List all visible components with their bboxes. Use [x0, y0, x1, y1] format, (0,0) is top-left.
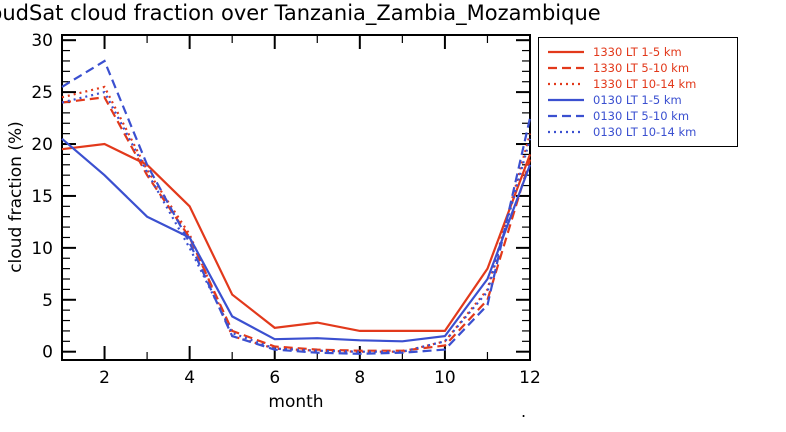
y-tick-label: 10 [31, 239, 53, 259]
legend: 1330 LT 1-5 km 1330 LT 5-10 km 1330 LT 10-… [538, 37, 738, 147]
x-axis-label: month [268, 392, 324, 412]
y-tick-label: 0 [42, 343, 53, 363]
legend-line-sample [548, 66, 584, 70]
legend-line-sample [548, 130, 584, 134]
y-tick-label: 25 [31, 83, 53, 103]
legend-item: 0130 LT 5-10 km [546, 109, 730, 123]
x-tick-label: 12 [519, 368, 541, 388]
series-line-0130-lt-1-5-km [61, 137, 532, 343]
legend-line-sample [548, 98, 584, 102]
legend-item: 1330 LT 10-14 km [546, 77, 730, 91]
legend-item: 0130 LT 1-5 km [546, 93, 730, 107]
legend-label: 0130 LT 10-14 km [593, 125, 697, 139]
x-tick-label: 8 [354, 368, 365, 388]
y-tick-label: 30 [31, 31, 53, 51]
legend-label: 1330 LT 5-10 km [593, 61, 690, 75]
legend-line-sample [548, 82, 584, 86]
x-tick-label: 10 [434, 368, 456, 388]
stray-mark: . [521, 402, 527, 421]
y-tick-label: 15 [31, 187, 53, 207]
series-line-0130-lt-10-14-km [61, 90, 532, 353]
legend-item: 1330 LT 1-5 km [546, 45, 730, 59]
plot-box [61, 34, 531, 361]
series-line-1330-lt-5-10-km [61, 96, 532, 352]
legend-item: 0130 LT 10-14 km [546, 125, 730, 139]
chart-title: CloudSat cloud fraction over Tanzania_Za… [0, 1, 601, 25]
x-tick-label: 6 [269, 368, 280, 388]
series-line-0130-lt-5-10-km [61, 59, 532, 355]
legend-label: 0130 LT 5-10 km [593, 109, 690, 123]
legend-label: 1330 LT 1-5 km [593, 45, 682, 59]
y-axis-label: cloud fraction (%) [6, 121, 26, 273]
legend-label: 1330 LT 10-14 km [593, 77, 697, 91]
legend-item: 1330 LT 5-10 km [546, 61, 730, 75]
legend-line-sample [548, 50, 584, 54]
series-line-1330-lt-1-5-km [61, 142, 532, 332]
y-tick-label: 5 [42, 291, 53, 311]
series-line-1330-lt-10-14-km [61, 85, 532, 353]
x-tick-label: 2 [99, 368, 110, 388]
x-tick-label: 4 [184, 368, 195, 388]
legend-label: 0130 LT 1-5 km [593, 93, 682, 107]
y-tick-label: 20 [31, 135, 53, 155]
legend-line-sample [548, 114, 584, 118]
